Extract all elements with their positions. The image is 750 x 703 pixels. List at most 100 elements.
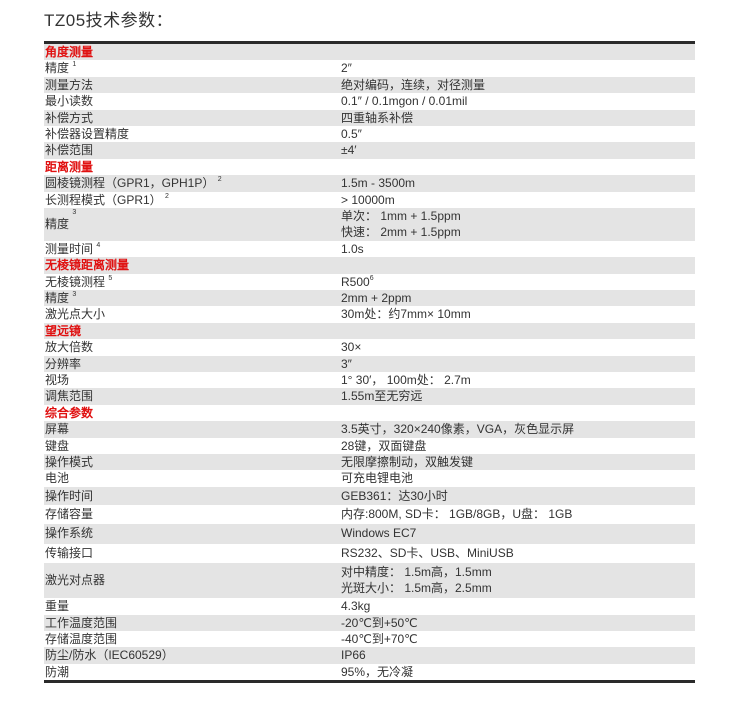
spec-label-text: 精度 — [45, 291, 70, 306]
spec-label: 精度 1 — [44, 60, 341, 76]
spec-table: 角度测量 精度 1 2″ 测量方法 绝对编码，连续，对径测量 最小读数 0.1″ / 0.1… — [44, 41, 695, 684]
spec-value: 2mm + 2ppm — [341, 290, 695, 306]
table-row: 补偿器设置精度 0.5″ — [44, 126, 695, 142]
spec-value-line: 0.5″ — [341, 126, 362, 141]
table-row: 存储容量 内存:800M, SD卡： 1GB/8GB，U盘： 1GB — [44, 505, 695, 525]
spec-label: 防尘/防水（IEC60529） — [44, 647, 341, 663]
spec-value-line: 光斑大小： 1.5m高，2.5mm — [341, 580, 492, 595]
footnote-marker: 2 — [165, 192, 169, 200]
spec-value-line: 快速： 2mm + 1.5ppm — [341, 225, 461, 240]
spec-value-line: IP66 — [341, 648, 366, 663]
spec-value: 3.5英寸，320×240像素，VGA，灰色显示屏 — [341, 421, 695, 437]
section-header: 综合参数 — [45, 405, 94, 420]
spec-label-text: 放大倍数 — [45, 340, 94, 355]
spec-value-line: 单次： 1mm + 1.5ppm — [341, 208, 461, 223]
table-row: 测量方法 绝对编码，连续，对径测量 — [44, 76, 695, 94]
spec-label-text: 长测程模式（GPR1） — [45, 192, 162, 207]
spec-value: 0.1″ / 0.1mgon / 0.01mil — [341, 93, 695, 109]
spec-label-text: 存储容量 — [45, 506, 94, 521]
spec-value: 4.3kg — [341, 598, 695, 614]
spec-value: 单次： 1mm + 1.5ppm 快速： 2mm + 1.5ppm — [341, 208, 695, 241]
spec-label-text: 工作温度范围 — [45, 615, 118, 630]
spec-value: 30m处：约7mm× 10mm — [341, 306, 695, 322]
spec-label: 激光点大小 — [44, 306, 341, 322]
table-row: 精度 3 单次： 1mm + 1.5ppm 快速： 2mm + 1.5ppm — [44, 207, 695, 241]
spec-value: 28键，双面键盘 — [341, 438, 695, 454]
spec-label-text: 圆棱镜测程（GPR1，GPH1P） — [45, 176, 215, 191]
spec-label: 电池 — [44, 470, 341, 486]
table-row: 激光点大小 30m处：约7mm× 10mm — [44, 306, 695, 322]
spec-label: 激光对点器 — [44, 563, 341, 598]
spec-value: 对中精度： 1.5m高，1.5mm 光斑大小： 1.5m高，2.5mm — [341, 563, 695, 598]
spec-value-line: Windows EC7 — [341, 526, 417, 541]
spec-label-text: 操作时间 — [45, 488, 94, 503]
spec-label-text: 键盘 — [45, 438, 70, 453]
spec-value-line: 对中精度： 1.5m高，1.5mm — [341, 565, 492, 580]
spec-label-text: 精度 — [45, 216, 70, 231]
spec-label-text: 补偿方式 — [45, 110, 94, 125]
spec-label: 重量 — [44, 598, 341, 614]
spec-label-text: 存储温度范围 — [45, 632, 118, 647]
spec-value: > 10000m — [341, 192, 695, 208]
footnote-marker: 4 — [96, 241, 101, 249]
spec-label-text: 最小读数 — [45, 94, 94, 109]
spec-label: 防潮 — [44, 664, 341, 680]
spec-value-line: 0.1″ / 0.1mgon / 0.01mil — [341, 94, 468, 109]
spec-label: 屏幕 — [44, 421, 341, 437]
spec-label: 补偿器设置精度 — [44, 126, 341, 142]
spec-value-line: 2″ — [341, 61, 352, 76]
spec-value: 1.0s — [341, 241, 695, 257]
spec-label-text: 视场 — [45, 373, 70, 388]
spec-value-line: 3″ — [341, 356, 352, 371]
table-row: 放大倍数 30× — [44, 339, 695, 355]
spec-label-text: 激光对点器 — [45, 573, 106, 588]
table-row: 无棱镜测程 5 R5006 — [44, 274, 695, 290]
spec-label: 操作系统 — [44, 524, 341, 544]
spec-label-text: 精度 — [45, 61, 70, 76]
spec-value-line: 绝对编码，连续，对径测量 — [341, 77, 486, 92]
spec-value-line: 28键，双面键盘 — [341, 438, 427, 453]
spec-label-text: 传输接口 — [45, 545, 94, 560]
spec-label: 精度 3 — [44, 290, 341, 306]
table-row: 补偿方式 四重轴系补偿 — [44, 109, 695, 126]
spec-label: 最小读数 — [44, 93, 341, 109]
spec-value-line: 3.5英寸，320×240像素，VGA，灰色显示屏 — [341, 422, 575, 437]
table-row: 精度 1 2″ — [44, 60, 695, 76]
spec-value-line: 4.3kg — [341, 599, 371, 614]
spec-value-line: 无限摩擦制动，双触发键 — [341, 454, 474, 469]
spec-value-line: 95%，无冷凝 — [341, 664, 414, 679]
table-row: 操作时间 GEB361：达30小时 — [44, 486, 695, 505]
table-row: 长测程模式（GPR1） 2 > 10000m — [44, 192, 695, 208]
spec-label: 圆棱镜测程（GPR1，GPH1P） 2 — [44, 175, 341, 191]
spec-value-line: R500 — [341, 274, 370, 289]
spec-value: 可充电锂电池 — [341, 470, 695, 486]
spec-value: IP66 — [341, 647, 695, 663]
table-row: 重量 4.3kg — [44, 598, 695, 614]
spec-value-line: > 10000m — [341, 192, 395, 207]
spec-label-text: 测量时间 — [45, 241, 94, 256]
spec-value-line: 1° 30′， 100m处： 2.7m — [341, 373, 471, 388]
table-row: 电池 可充电锂电池 — [44, 470, 695, 486]
spec-label: 补偿方式 — [44, 110, 341, 126]
spec-label-text: 屏幕 — [45, 422, 70, 437]
spec-label: 分辨率 — [44, 356, 341, 372]
spec-value: 1.55m至无穷远 — [341, 388, 695, 404]
spec-value: 四重轴系补偿 — [341, 110, 695, 126]
spec-label-text: 电池 — [45, 471, 70, 486]
spec-value-line: 四重轴系补偿 — [341, 110, 414, 125]
spec-label-text: 激光点大小 — [45, 307, 106, 322]
table-row: 存储温度范围 -40℃到+70℃ — [44, 631, 695, 647]
spec-label: 存储容量 — [44, 505, 341, 525]
spec-value: -20℃到+50℃ — [341, 615, 695, 631]
spec-label: 操作模式 — [44, 454, 341, 470]
table-row: 精度 3 2mm + 2ppm — [44, 290, 695, 307]
page-title: TZ05技术参数： — [44, 11, 174, 30]
spec-value-line: -40℃到+70℃ — [341, 632, 418, 647]
section-header-row: 综合参数 — [44, 405, 695, 421]
spec-label: 操作时间 — [44, 487, 341, 505]
spec-value-line: GEB361：达30小时 — [341, 488, 448, 503]
table-row: 分辨率 3″ — [44, 355, 695, 373]
table-row: 调焦范围 1.55m至无穷远 — [44, 388, 695, 405]
spec-label-text: 无棱镜测程 — [45, 274, 106, 289]
spec-value-line: ±4′ — [341, 143, 357, 158]
